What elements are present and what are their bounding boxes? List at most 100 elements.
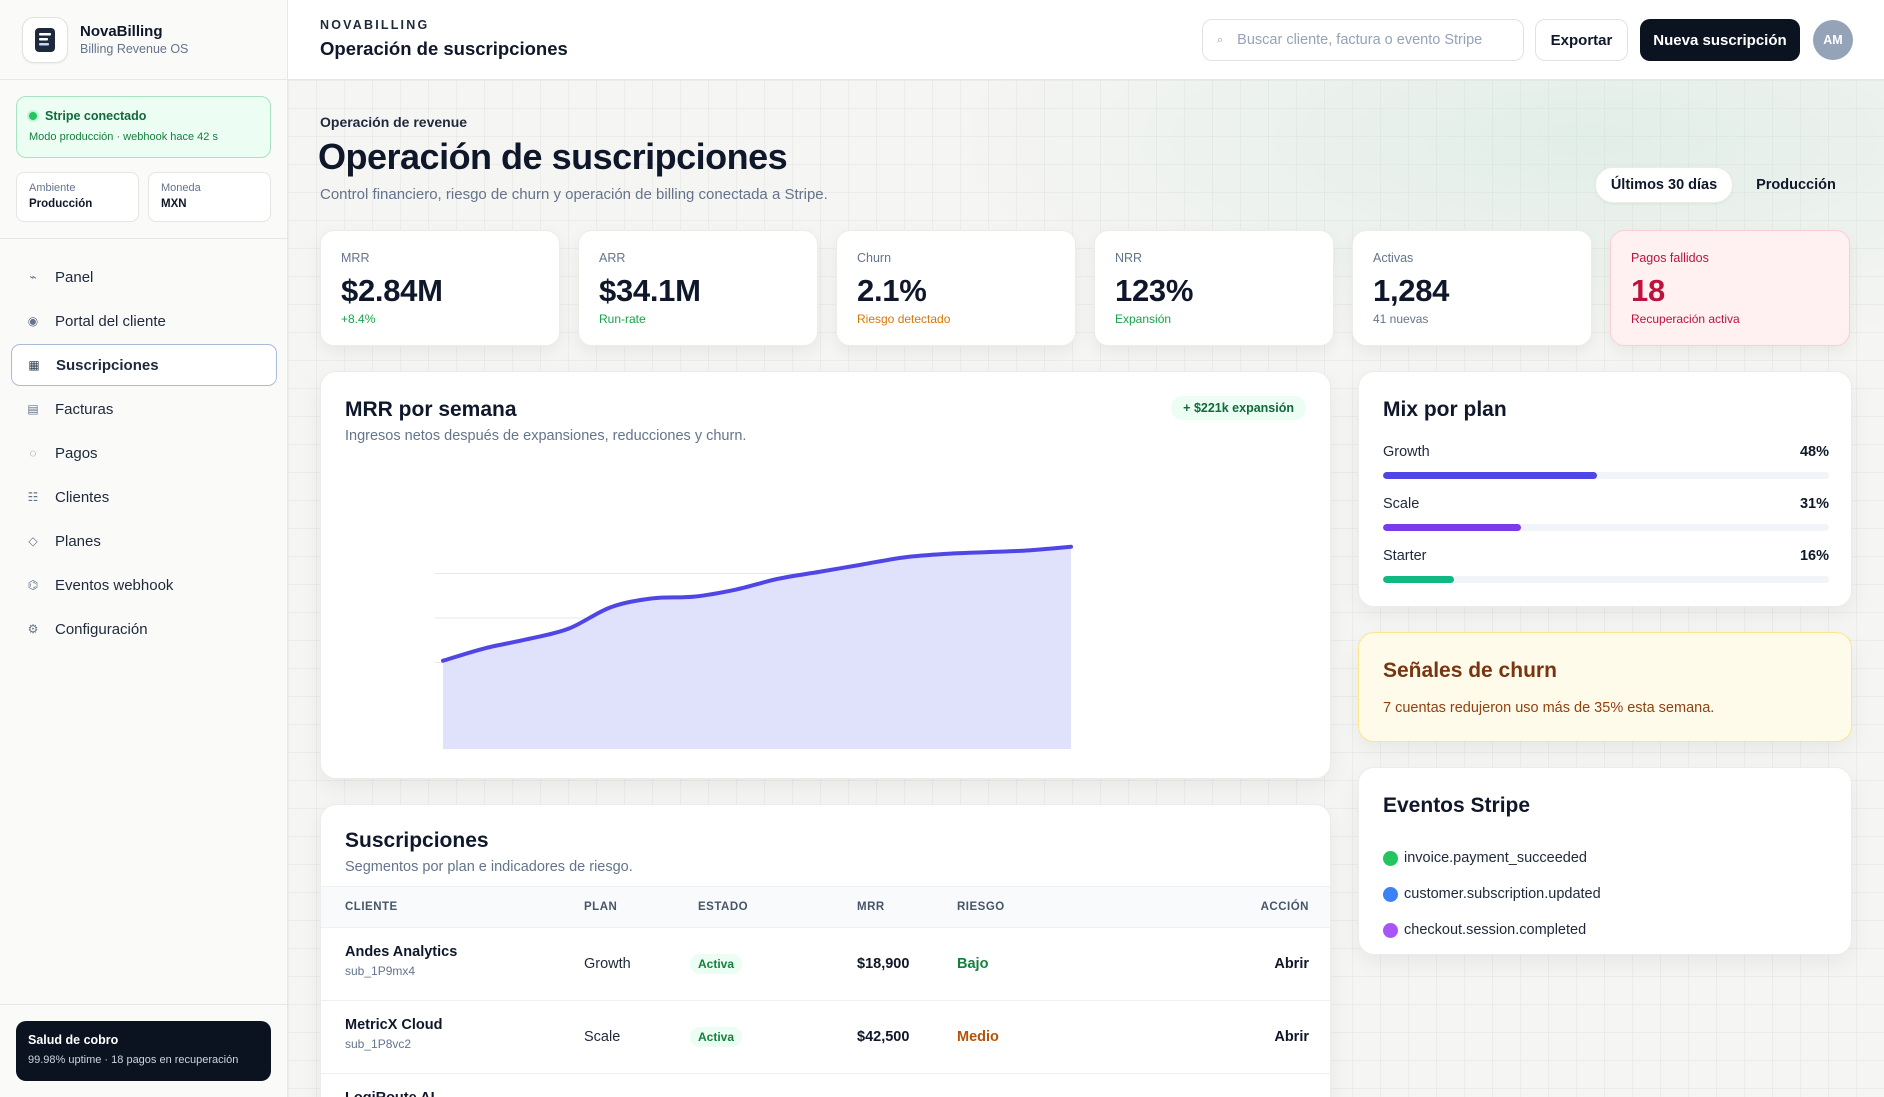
stripe-events-title: Eventos Stripe xyxy=(1383,794,1531,817)
column-header-status[interactable]: ESTADO xyxy=(698,901,749,913)
mrr-data-point[interactable] xyxy=(521,633,533,645)
kpi-card-arr[interactable]: ARR $34.1M Run-rate xyxy=(578,230,818,346)
mrr-cell: $42,500 xyxy=(857,1029,910,1045)
row-action-link[interactable]: Abrir xyxy=(1274,956,1309,972)
event-status-dot-icon xyxy=(1383,922,1398,938)
plan-percent: 31% xyxy=(1799,496,1829,512)
kpi-card-activas[interactable]: Activas 1,284 41 nuevas xyxy=(1352,230,1592,346)
kpi-card-mrr[interactable]: MRR $2.84M +8.4% xyxy=(320,230,560,346)
event-status-dot-icon xyxy=(1383,886,1398,902)
churn-signals-text: 7 cuentas redujeron uso más de 35% esta … xyxy=(1383,700,1715,716)
mrr-data-point[interactable] xyxy=(563,623,575,635)
column-header-client[interactable]: CLIENTE xyxy=(345,901,398,913)
environment-filter[interactable]: Producción xyxy=(1756,177,1836,193)
plan-progress-fill xyxy=(1383,524,1522,531)
risk-cell: Medio xyxy=(957,1029,999,1045)
churn-signals-card[interactable]: Señales de churn 7 cuentas redujeron uso… xyxy=(1358,632,1852,742)
status-badge: Activa xyxy=(690,954,743,974)
kpi-card-pagos-fallidos[interactable]: Pagos fallidos 18 Recuperación activa xyxy=(1610,230,1850,346)
section-kicker: Operación de revenue xyxy=(320,114,468,130)
stripe-connection-status[interactable]: Stripe conectado Modo producción · webho… xyxy=(16,96,271,158)
search-box[interactable]: ⌕ xyxy=(1202,19,1524,61)
client-name[interactable]: Andes Analytics xyxy=(345,944,458,960)
sidebar-item-portal-del-cliente[interactable]: ◉ Portal del cliente xyxy=(11,300,277,342)
mrr-area-chart[interactable] xyxy=(321,372,1332,780)
column-header-risk[interactable]: RIESGO xyxy=(957,901,1005,913)
sidebar-item-facturas[interactable]: ▤ Facturas xyxy=(11,388,277,430)
export-button[interactable]: Exportar xyxy=(1535,19,1628,61)
sidebar-item-eventos-webhook[interactable]: ⌬ Eventos webhook xyxy=(11,564,277,606)
mrr-data-point[interactable] xyxy=(1023,544,1035,556)
mrr-data-point[interactable] xyxy=(730,584,742,596)
plan-progress-track xyxy=(1383,576,1829,583)
mrr-data-point[interactable] xyxy=(981,546,993,558)
sidebar-item-label: Clientes xyxy=(55,488,110,506)
activity-icon: ⌁ xyxy=(29,270,37,284)
sidebar-item-clientes[interactable]: ☷ Clientes xyxy=(11,476,277,518)
brand-logo-icon[interactable] xyxy=(22,16,68,63)
plan-percent: 48% xyxy=(1799,444,1829,460)
kpi-label: MRR xyxy=(341,251,370,265)
customers-icon: ☷ xyxy=(27,490,39,504)
environment-selector[interactable]: Ambiente Producción xyxy=(16,172,139,222)
client-name[interactable]: MetricX Cloud xyxy=(345,1017,443,1033)
kpi-value: 123% xyxy=(1115,273,1194,308)
mrr-data-point[interactable] xyxy=(939,548,951,560)
column-header-plan[interactable]: PLAN xyxy=(584,901,618,913)
mrr-data-point[interactable] xyxy=(772,573,784,585)
mrr-data-point[interactable] xyxy=(856,559,868,571)
table-row[interactable]: Andes Analytics sub_1P9mx4 Growth Activa $18… xyxy=(321,928,1330,1001)
table-row[interactable]: LogiRoute AIsub_1P7na9EnterprisePago ven… xyxy=(321,1074,1330,1097)
currency-selector[interactable]: Moneda MXN xyxy=(148,172,271,222)
sidebar-item-panel[interactable]: ⌁ Panel xyxy=(11,256,277,298)
table-row[interactable]: MetricX Cloud sub_1P8vc2 Scale Activa $42,50… xyxy=(321,1001,1330,1074)
period-filter[interactable]: Últimos 30 días xyxy=(1595,167,1733,203)
column-header-mrr[interactable]: MRR xyxy=(857,901,885,913)
avatar[interactable]: AM xyxy=(1813,20,1853,60)
brand-name: NovaBilling xyxy=(80,23,163,40)
chart-title: MRR por semana xyxy=(345,398,517,421)
sidebar-item-planes[interactable]: ◇ Planes xyxy=(11,520,277,562)
mrr-data-point[interactable] xyxy=(479,642,491,654)
column-header-action[interactable]: ACCIÓN xyxy=(1260,901,1309,913)
stripe-event-item[interactable]: invoice.payment_succeeded xyxy=(1383,840,1601,876)
stripe-event-item[interactable]: customer.subscription.updated xyxy=(1383,876,1601,912)
row-action-link[interactable]: Abrir xyxy=(1274,1029,1309,1045)
search-input[interactable] xyxy=(1237,32,1498,48)
mrr-data-point[interactable] xyxy=(814,566,826,578)
mrr-cell: $18,900 xyxy=(857,956,910,972)
billing-health-card[interactable]: Salud de cobro 99.98% uptime · 18 pagos … xyxy=(16,1021,271,1081)
stripe-events-card: Eventos Stripe invoice.payment_succeeded… xyxy=(1358,767,1852,955)
plan-cell: Scale xyxy=(584,1029,621,1045)
plan-row-starter[interactable]: Starter 16% xyxy=(1383,548,1829,600)
mrr-data-point[interactable] xyxy=(1065,541,1077,553)
sidebar-item-configuraci-n[interactable]: ⚙ Configuración xyxy=(11,608,277,650)
currency-label: Moneda xyxy=(161,182,201,194)
expansion-badge: + $221k expansión xyxy=(1171,396,1306,420)
table-header: CLIENTE PLAN ESTADO MRR RIESGO ACCIÓN xyxy=(321,886,1330,928)
kpi-card-churn[interactable]: Churn 2.1% Riesgo detectado xyxy=(836,230,1076,346)
page-title: Operación de suscripciones xyxy=(320,38,568,59)
new-subscription-button[interactable]: Nueva suscripción xyxy=(1640,19,1800,61)
subscriptions-card: Suscripciones Segmentos por plan e indic… xyxy=(320,804,1331,1097)
client-name[interactable]: LogiRoute AI xyxy=(345,1090,435,1097)
mrr-data-point[interactable] xyxy=(437,655,449,667)
sidebar-item-suscripciones[interactable]: ▦ Suscripciones xyxy=(11,344,277,386)
plan-row-scale[interactable]: Scale 31% xyxy=(1383,496,1829,548)
mrr-data-point[interactable] xyxy=(688,591,700,603)
stripe-status-detail: Modo producción · webhook hace 42 s xyxy=(29,131,218,143)
kpi-card-nrr[interactable]: NRR 123% Expansión xyxy=(1094,230,1334,346)
hero-title: Operación de suscripciones xyxy=(318,136,788,177)
sidebar-item-pagos[interactable]: ◌ Pagos xyxy=(11,432,277,474)
sidebar-item-label: Panel xyxy=(55,268,94,286)
mrr-data-point[interactable] xyxy=(604,601,616,613)
stripe-event-item[interactable]: checkout.session.completed xyxy=(1383,912,1601,948)
main-content: Operación de revenue Operación de suscri… xyxy=(288,80,1884,1097)
sidebar: NovaBilling Billing Revenue OS Stripe co… xyxy=(0,0,288,1097)
plan-row-growth[interactable]: Growth 48% xyxy=(1383,444,1829,496)
search-icon: ⌕ xyxy=(1217,33,1224,46)
mrr-data-point[interactable] xyxy=(646,592,658,604)
plan-name: Scale xyxy=(1383,496,1420,512)
settings-icon: ⚙ xyxy=(27,622,39,636)
mrr-data-point[interactable] xyxy=(898,551,910,563)
